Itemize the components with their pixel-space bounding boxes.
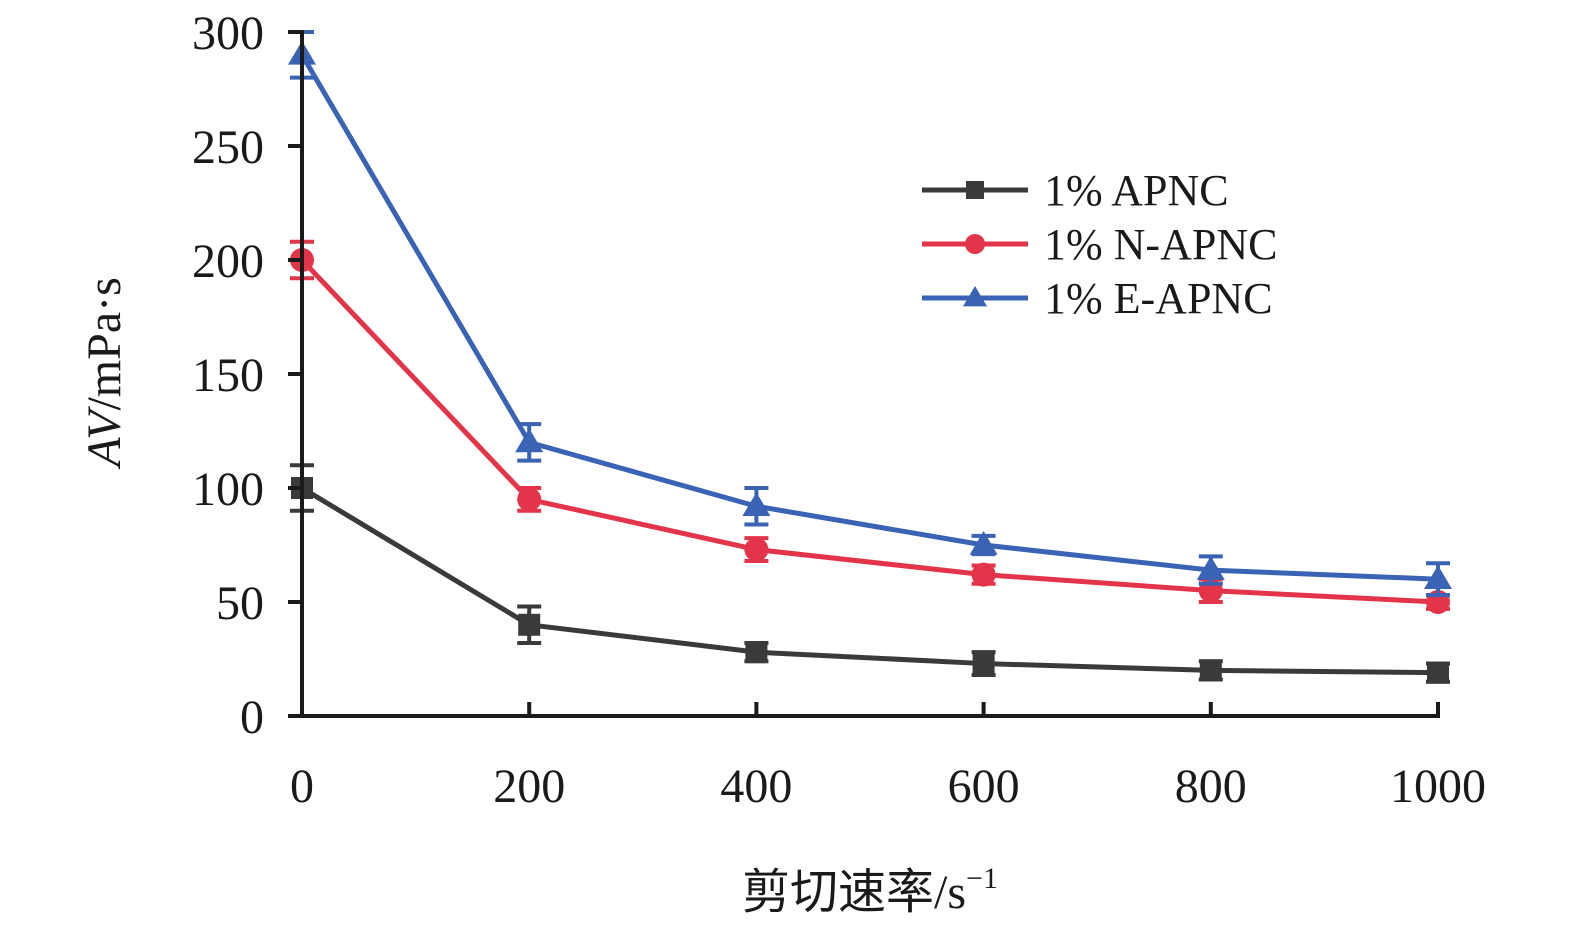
data-point (1424, 565, 1452, 589)
y-tick-label: 100 (192, 463, 264, 516)
legend-label: 1% APNC (1044, 166, 1229, 215)
data-point (515, 428, 544, 453)
legend-label: 1% E-APNC (1044, 274, 1273, 323)
legend-label: 1% N-APNC (1044, 220, 1277, 269)
data-point (1199, 659, 1222, 682)
data-point (744, 537, 769, 562)
x-axis-title-superscript: −1 (966, 862, 998, 895)
y-axis-title-rest: /mPa·s (78, 277, 131, 410)
series-line (299, 53, 1439, 582)
series-3 (288, 30, 1452, 598)
x-axis-title-main: 剪切速率/s (742, 866, 966, 919)
x-tick-label: 600 (948, 760, 1020, 813)
data-point (517, 487, 542, 512)
x-tick-label: 200 (493, 760, 565, 813)
axes-layer (300, 30, 1440, 718)
data-point (1427, 661, 1449, 684)
data-point (963, 286, 987, 307)
x-tick-label: 0 (290, 760, 314, 813)
data-point (966, 181, 984, 199)
y-tick-label: 200 (192, 235, 264, 288)
series-line (300, 258, 1439, 605)
x-tick-label: 1000 (1390, 760, 1486, 813)
series-layer (288, 30, 1452, 684)
data-point (742, 492, 771, 517)
x-axis-title: 剪切速率/s−1 (742, 862, 998, 919)
data-point (972, 652, 995, 675)
y-tick-label: 50 (216, 577, 264, 630)
data-point (518, 613, 541, 636)
y-tick-label: 300 (192, 7, 264, 60)
y-tick-label: 150 (192, 349, 264, 402)
data-point (965, 234, 985, 254)
y-axis-title-italic: AV (78, 406, 131, 470)
x-tick-label: 400 (720, 760, 792, 813)
data-point (969, 531, 998, 555)
y-tick-label: 250 (192, 121, 264, 174)
data-point (971, 562, 996, 587)
y-axis-title: AV/mPa·s (78, 277, 131, 470)
legend-item: 1% N-APNC (922, 220, 1277, 269)
legend-item: 1% E-APNC (922, 274, 1273, 323)
legend-item: 1% APNC (922, 166, 1229, 215)
series-line (300, 485, 1439, 676)
series-2 (290, 239, 1450, 614)
legend: 1% APNC 1% N-APNC 1% E-APNC (922, 166, 1277, 323)
data-point (745, 641, 768, 664)
x-tick-label: 800 (1175, 760, 1247, 813)
y-tick-label: 0 (240, 691, 264, 744)
tick-layer: 0 50 100 150 200 250 300 0 200 400 600 800 1000 (192, 7, 1486, 813)
data-point (1196, 556, 1225, 580)
series-1 (290, 463, 1450, 684)
